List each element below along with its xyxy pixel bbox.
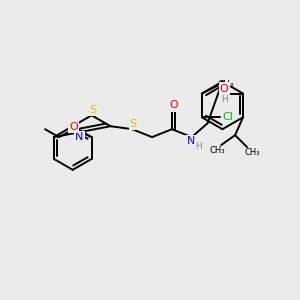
Text: S: S [89, 105, 96, 116]
Text: N: N [187, 136, 195, 146]
Text: O: O [169, 100, 178, 110]
Text: CH₃: CH₃ [244, 148, 260, 158]
Text: H: H [221, 95, 228, 104]
Text: N: N [75, 132, 84, 142]
Text: CH₃: CH₃ [217, 80, 234, 89]
Text: S: S [130, 119, 137, 129]
Text: CH₃: CH₃ [209, 146, 225, 155]
Text: O: O [69, 122, 78, 132]
Text: H: H [195, 142, 202, 151]
Text: O: O [220, 84, 229, 94]
Text: Cl: Cl [222, 112, 233, 122]
